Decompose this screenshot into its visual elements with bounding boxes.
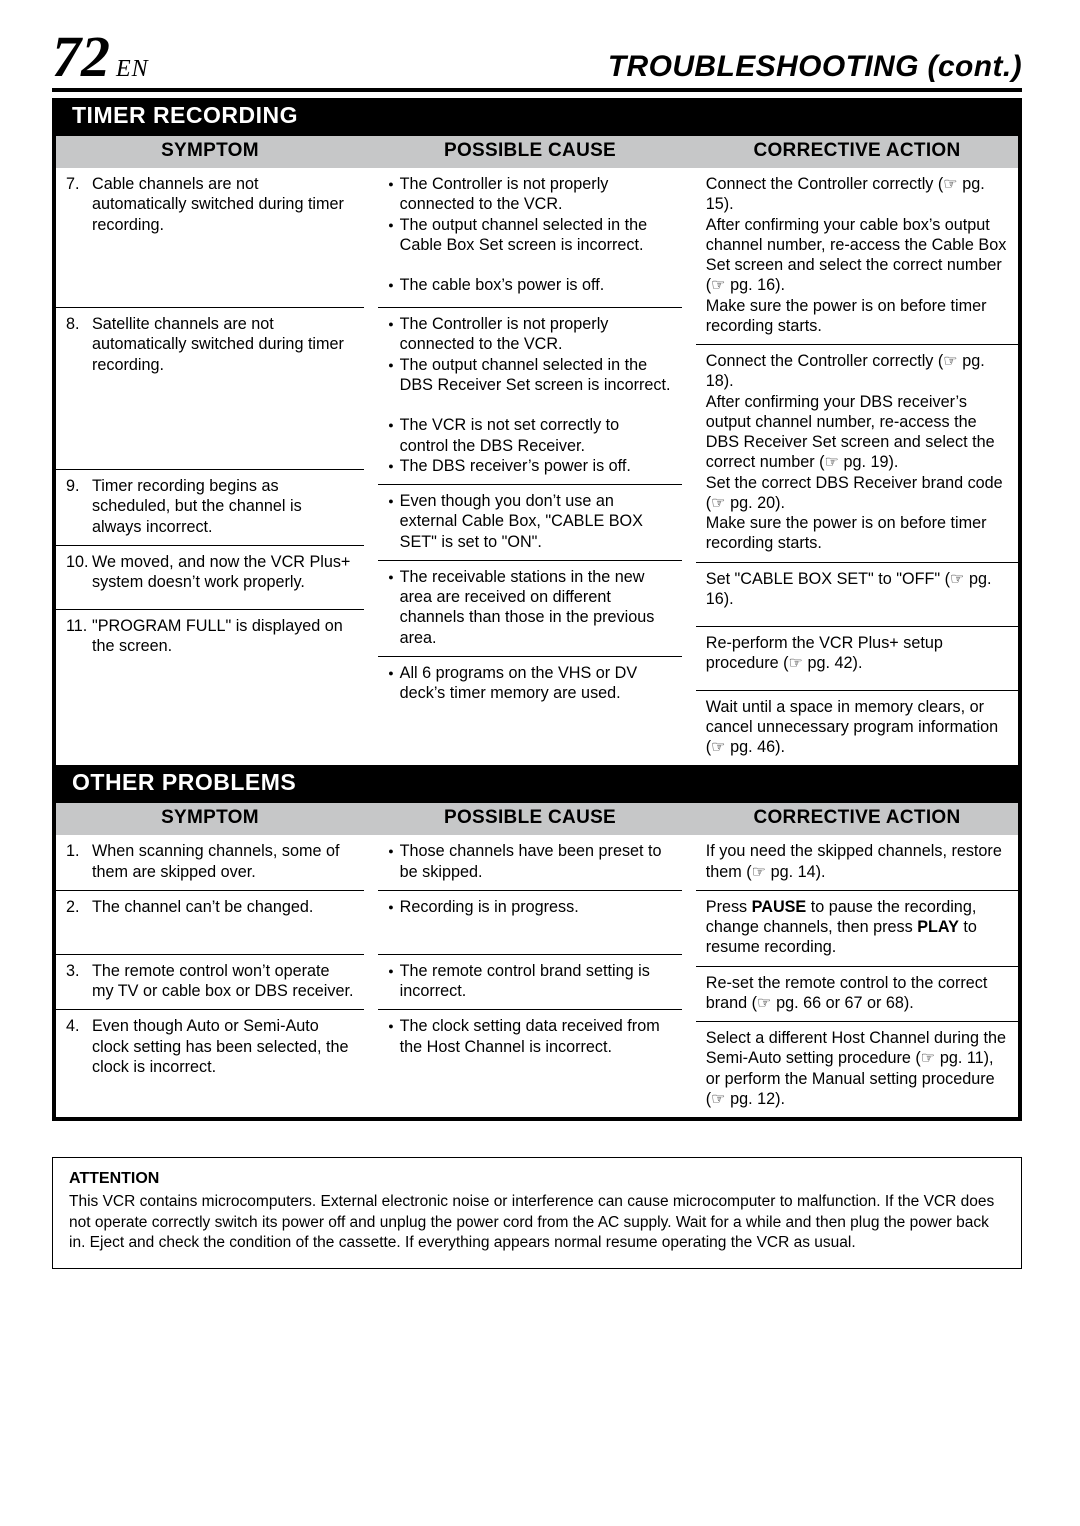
action-cell: Set "CABLE BOX SET" to "OFF" (☞ pg. 16). [696,563,1018,627]
column-header: SYMPTOM [56,803,364,835]
column-header: SYMPTOM [56,136,364,168]
cause-cell: The Controller is not properly connected… [378,308,682,485]
attention-box: ATTENTION This VCR contains microcompute… [52,1157,1022,1269]
action-cell: If you need the skipped channels, restor… [696,835,1018,891]
troubleshooting-table: OTHER PROBLEMSSYMPTOM POSSIBLE CAUSE CORRE… [52,765,1022,1117]
symptom-cell: 10.We moved, and now the VCR Plus+ syste… [56,546,364,610]
symptom-cell: 3.The remote control won’t operate my TV… [56,955,364,1011]
page-number: 72 EN [52,28,149,86]
cause-cell: All 6 programs on the VHS or DV deck’s t… [378,657,682,721]
attention-title: ATTENTION [69,1168,1005,1190]
column-header: CORRECTIVE ACTION [696,803,1018,835]
symptom-cell: 7.Cable channels are not automatically s… [56,168,364,308]
manual-page: 72 EN TROUBLESHOOTING (cont.) TIMER RECO… [0,0,1080,1269]
page-header: 72 EN TROUBLESHOOTING (cont.) [52,28,1022,92]
section-title-bar: TIMER RECORDING [56,98,1018,135]
page-lang: EN [116,57,149,81]
column-header-row: SYMPTOM POSSIBLE CAUSE CORRECTIVE ACTION [56,135,1018,168]
page-title: TROUBLESHOOTING (cont.) [608,50,1022,84]
symptom-cell: 11."PROGRAM FULL" is displayed on the sc… [56,610,364,674]
action-cell: Re-set the remote control to the correct… [696,967,1018,1023]
action-cell: Select a different Host Channel during t… [696,1022,1018,1117]
symptom-cell: 9.Timer recording begins as scheduled, b… [56,470,364,546]
cause-cell: Recording is in progress. [378,891,682,955]
cause-cell: The Controller is not properly connected… [378,168,682,308]
action-cell: Press PAUSE to pause the recording, chan… [696,891,1018,967]
column-header-row: SYMPTOM POSSIBLE CAUSE CORRECTIVE ACTION [56,802,1018,835]
action-cell: Re-perform the VCR Plus+ setup procedure… [696,627,1018,691]
column-header: POSSIBLE CAUSE [378,136,681,168]
action-cell: Connect the Controller correctly (☞ pg. … [696,345,1018,563]
cause-cell: Those channels have been preset to be sk… [378,835,682,891]
cause-cell: The remote control brand setting is inco… [378,955,682,1011]
action-cell: Connect the Controller correctly (☞ pg. … [696,168,1018,345]
section-title-bar: OTHER PROBLEMS [56,765,1018,802]
column-header: CORRECTIVE ACTION [696,136,1018,168]
cause-cell: The receivable stations in the new area … [378,561,682,657]
attention-body: This VCR contains microcomputers. Extern… [69,1192,1005,1255]
symptom-cell: 2.The channel can’t be changed. [56,891,364,955]
column-header: POSSIBLE CAUSE [378,803,681,835]
action-cell: Wait until a space in memory clears, or … [696,691,1018,766]
troubleshooting-table: TIMER RECORDINGSYMPTOM POSSIBLE CAUSE CORR… [52,98,1022,765]
page-number-value: 72 [52,28,110,86]
symptom-cell: 4.Even though Auto or Semi-Auto clock se… [56,1010,364,1094]
symptom-cell: 1.When scanning channels, some of them a… [56,835,364,891]
symptom-cell: 8.Satellite channels are not automatical… [56,308,364,470]
cause-cell: Even though you don’t use an external Ca… [378,485,682,561]
table-body: 1.When scanning channels, some of them a… [56,835,1018,1117]
cause-cell: The clock setting data received from the… [378,1010,682,1094]
table-body: 7.Cable channels are not automatically s… [56,168,1018,765]
troubleshooting-sections: TIMER RECORDINGSYMPTOMPOSSIBLE CAUSECORR… [52,98,1022,1121]
